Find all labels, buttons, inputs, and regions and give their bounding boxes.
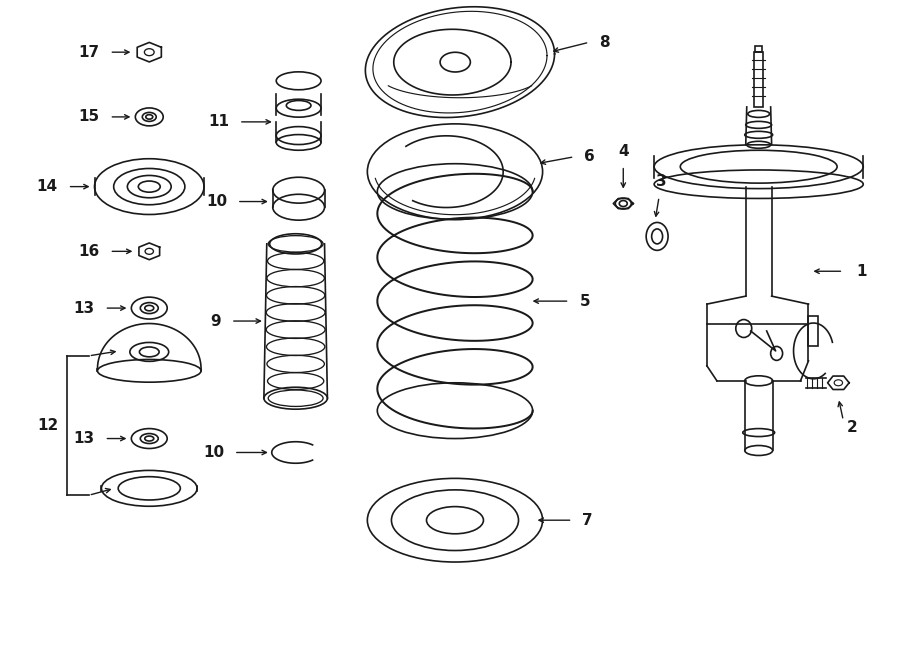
Text: 12: 12 — [38, 418, 58, 433]
Text: 13: 13 — [74, 301, 94, 315]
Text: 14: 14 — [37, 179, 58, 194]
Text: 4: 4 — [618, 143, 628, 159]
Bar — [755, 46, 762, 52]
Text: 6: 6 — [584, 149, 595, 164]
Text: 3: 3 — [656, 174, 666, 188]
Text: 17: 17 — [78, 45, 100, 59]
Text: 7: 7 — [582, 513, 593, 527]
Bar — [754, 52, 763, 107]
Text: 10: 10 — [202, 445, 224, 460]
Text: 13: 13 — [74, 431, 94, 446]
Bar — [808, 316, 818, 346]
Text: 9: 9 — [211, 313, 221, 329]
Text: 11: 11 — [208, 114, 229, 130]
Text: 10: 10 — [206, 194, 227, 209]
Text: 8: 8 — [599, 35, 610, 50]
Text: 15: 15 — [78, 110, 100, 124]
Text: 5: 5 — [580, 293, 590, 309]
Text: 1: 1 — [856, 264, 867, 279]
Text: 16: 16 — [78, 244, 100, 259]
Text: 2: 2 — [846, 420, 857, 435]
